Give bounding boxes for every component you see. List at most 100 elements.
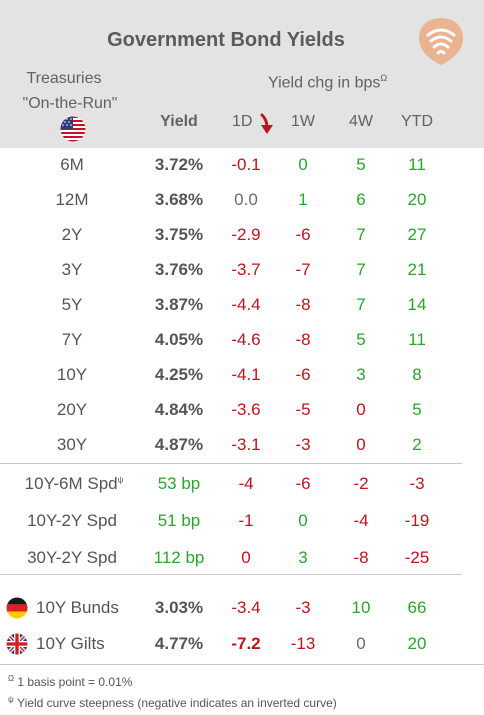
chg-1d: -7.2 (231, 634, 261, 653)
chg-4w: 3 (356, 365, 366, 384)
row-label: 20Y (56, 400, 88, 419)
row-label: 10Y Bunds (36, 598, 119, 617)
chg-ytd: 66 (407, 598, 427, 617)
chg-4w: 7 (356, 225, 366, 244)
divider (0, 574, 462, 575)
chg-ytd: 2 (412, 435, 422, 454)
chg-1w: -8 (295, 295, 311, 314)
spread-value: 112 bp (153, 548, 205, 567)
chg-4w: 7 (356, 260, 366, 279)
row-label: 30Y-2Y Spd (27, 548, 117, 567)
table-row: 2Y 3.75% -2.9 -6 7 27 (0, 218, 484, 253)
table-row: 10Y 4.25% -4.1 -6 3 8 (0, 358, 484, 393)
row-label: 10Y Gilts (36, 634, 105, 653)
chg-ytd: 11 (408, 155, 426, 174)
chg-4w: 0 (356, 400, 366, 419)
footnote-basis-point: Ω 1 basis point = 0.01% (8, 674, 132, 689)
yield-value: 4.25% (154, 365, 204, 384)
chg-1d: -4.1 (231, 365, 261, 384)
col-yield-header[interactable]: Yield (160, 113, 198, 130)
chg-ytd: 8 (412, 365, 422, 384)
psi-marker: ψ (117, 475, 124, 485)
chg-1d: 0.0 (234, 190, 258, 209)
row-label: 10Y (56, 365, 88, 384)
table-row: 12M 3.68% 0.0 1 6 20 (0, 183, 484, 218)
yield-change-label: Yield chg in bpsΩ (268, 73, 387, 92)
chg-1d: -0.1 (231, 155, 261, 174)
chg-1w: -13 (290, 634, 316, 653)
chg-4w: 6 (356, 190, 366, 209)
germany-flag-icon (6, 597, 28, 619)
chg-1w: 1 (298, 190, 308, 209)
col-1w-header[interactable]: 1W (291, 113, 315, 130)
yield-change-text: Yield chg in bps (268, 74, 381, 92)
chg-1w: -6 (295, 225, 311, 244)
wifi-signal-logo-icon (419, 18, 463, 65)
chg-ytd: 14 (407, 295, 427, 314)
yield-value: 4.05% (154, 330, 204, 349)
chg-1d: -3.7 (231, 260, 261, 279)
chg-ytd: 20 (407, 190, 427, 209)
col-1d-label: 1D (232, 113, 253, 130)
chg-4w: -4 (353, 511, 369, 530)
col-ytd-header[interactable]: YTD (401, 113, 433, 130)
chg-4w: -8 (353, 548, 369, 567)
arrow-down-icon[interactable] (258, 112, 278, 136)
chg-4w: 5 (356, 330, 366, 349)
chg-1w: -5 (295, 400, 311, 419)
table-row: 7Y 4.05% -4.6 -8 5 11 (0, 323, 484, 358)
row-label: 3Y (61, 260, 83, 279)
chg-ytd: -25 (404, 548, 430, 567)
row-label: 7Y (61, 330, 83, 349)
table-row: 10Y-6M Spdψ 53 bp -4 -6 -2 -3 (0, 465, 484, 501)
divider (0, 463, 462, 464)
chg-1d: -3.1 (231, 435, 261, 454)
chg-1d: -4.6 (231, 330, 261, 349)
chg-1d: -4.4 (231, 295, 261, 314)
chg-1w: -3 (295, 598, 311, 617)
chg-1w: 0 (298, 511, 308, 530)
table-row: 20Y 4.84% -3.6 -5 0 5 (0, 393, 484, 428)
row-label: 30Y (56, 435, 88, 454)
table-row: 3Y 3.76% -3.7 -7 7 21 (0, 253, 484, 288)
chg-ytd: -3 (409, 474, 425, 493)
col-1d-header[interactable]: 1D (232, 113, 252, 131)
yield-value: 4.84% (154, 400, 204, 419)
footnote-text: 1 basis point = 0.01% (17, 675, 133, 689)
chg-4w: 10 (351, 598, 371, 617)
yield-value: 3.68% (154, 190, 204, 209)
uk-flag-icon (6, 633, 28, 655)
table-row: 5Y 3.87% -4.4 -8 7 14 (0, 288, 484, 323)
table-row: 10Y Bunds 3.03% -3.4 -3 10 66 (0, 591, 484, 626)
chg-1d: 0 (241, 548, 251, 567)
chg-ytd: 27 (407, 225, 427, 244)
yield-value: 4.87% (154, 435, 204, 454)
yield-value: 4.77% (154, 634, 204, 653)
chg-1w: -7 (295, 260, 311, 279)
col-4w-header[interactable]: 4W (349, 113, 373, 130)
yield-value: 3.87% (154, 295, 204, 314)
row-label: 10Y-6M Spdψ (4, 474, 144, 494)
spread-name: 10Y-6M Spd (24, 474, 118, 493)
yield-value: 3.72% (154, 155, 204, 174)
chg-4w: -2 (353, 474, 369, 493)
chg-1d: -4 (238, 474, 254, 493)
yield-value: 3.03% (154, 598, 204, 617)
chg-ytd: 5 (412, 400, 422, 419)
chg-4w: 5 (356, 155, 366, 174)
table-header: Government Bond Yields Treasuries "On-th… (0, 0, 484, 148)
table-row: 30Y-2Y Spd 112 bp 0 3 -8 -25 (0, 539, 484, 575)
chg-1d: -2.9 (231, 225, 261, 244)
chg-ytd: 11 (408, 330, 426, 349)
table-row: 10Y Gilts 4.77% -7.2 -13 0 20 (0, 627, 484, 662)
footnote-text: Yield curve steepness (negative indicate… (17, 696, 337, 710)
row-label: 6M (60, 155, 84, 174)
on-the-run-label: "On-the-Run" (22, 95, 118, 112)
table-row: 10Y-2Y Spd 51 bp -1 0 -4 -19 (0, 502, 484, 538)
chg-1d: -3.4 (231, 598, 261, 617)
chg-1d: -3.6 (231, 400, 261, 419)
omega-marker: Ω (380, 73, 388, 83)
divider (0, 664, 484, 665)
chg-ytd: 21 (407, 260, 427, 279)
table-row: 30Y 4.87% -3.1 -3 0 2 (0, 428, 484, 463)
